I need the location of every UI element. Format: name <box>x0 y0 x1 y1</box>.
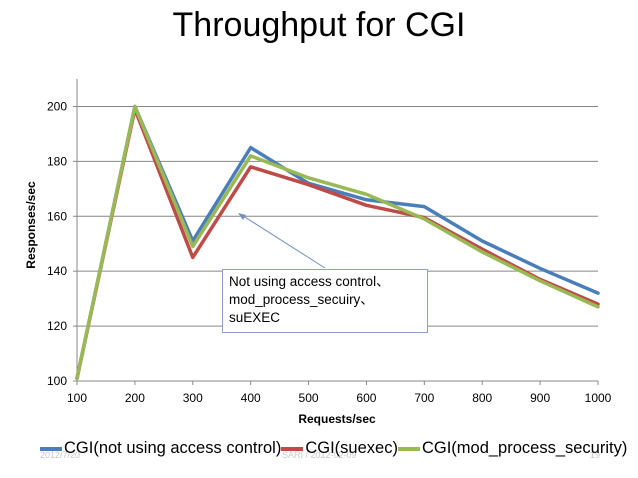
legend-item: CGI(not using access control) <box>40 439 281 458</box>
x-tick-label: 500 <box>299 391 319 405</box>
series-line <box>75 104 600 381</box>
x-tick-label: 800 <box>472 391 492 405</box>
x-tick-label: 300 <box>183 391 203 405</box>
chart-legend: CGI(not using access control) CGI(suexec… <box>40 439 627 458</box>
slide-title: Throughput for CGI <box>172 6 466 44</box>
y-tick-label: 140 <box>47 264 67 278</box>
y-tick-label: 160 <box>47 209 67 223</box>
y-tick-labels: 100 120 140 160 180 200 <box>47 99 67 388</box>
x-tick-label: 600 <box>356 391 376 405</box>
footer-date: 2012/7/20 <box>40 450 81 460</box>
legend-swatch <box>281 446 304 451</box>
footer-page-number: 19 <box>590 450 601 460</box>
series-line <box>75 104 600 381</box>
legend-item: CGI(mod_process_security) <box>397 439 628 458</box>
annotation-line: suEXEC <box>229 310 281 325</box>
legend-item: CGI(suexec) <box>281 439 398 458</box>
y-tick-label: 120 <box>47 319 67 333</box>
x-tick-label: 1000 <box>585 391 612 405</box>
x-tick-label: 200 <box>125 391 145 405</box>
annotation-arrow <box>239 213 326 269</box>
annotation-line: Not using access control、 <box>229 274 390 289</box>
x-tick-label: 400 <box>241 391 261 405</box>
x-tick-label: 100 <box>67 391 87 405</box>
x-axis-label: Requests/sec <box>298 412 376 426</box>
annotation-arrowhead <box>238 213 246 220</box>
legend-label: CGI(not using access control) <box>64 439 282 457</box>
series-line <box>75 107 600 381</box>
annotation-line: mod_process_secuiry、 <box>229 292 374 307</box>
y-tick-label: 180 <box>47 154 67 168</box>
legend-swatch <box>397 446 420 451</box>
footer-center: SARI / 2012-02-09 <box>282 450 357 460</box>
y-tick-label: 100 <box>47 374 67 388</box>
legend-label: CGI(mod_process_security) <box>421 439 628 457</box>
x-tick-label: 900 <box>530 391 550 405</box>
x-tick-labels: 100 200 300 400 500 600 700 800 900 1000 <box>67 391 612 405</box>
legend-label: CGI(suexec) <box>305 439 398 457</box>
annotation-box: Not using access control、 mod_process_se… <box>222 269 428 333</box>
y-tick-label: 200 <box>47 99 67 113</box>
x-tick-label: 700 <box>414 391 434 405</box>
legend-swatch <box>40 446 62 451</box>
axes <box>73 79 599 385</box>
series-lines <box>75 104 600 381</box>
y-axis-label: Responses/sec <box>24 181 38 269</box>
